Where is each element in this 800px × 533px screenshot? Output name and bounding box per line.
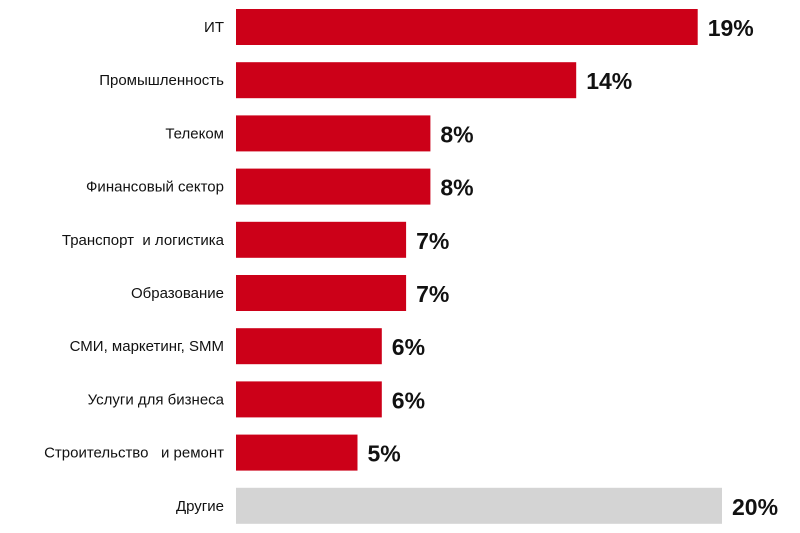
category-label-9: Другие [176, 498, 224, 515]
bars-group [236, 9, 722, 524]
value-label-0: 19% [708, 15, 754, 41]
bar-0 [236, 9, 698, 45]
bar-1 [236, 62, 577, 99]
category-label-3: Финансовый сектор [86, 179, 224, 196]
category-label-8: Строительство и ремонт [44, 445, 224, 462]
value-label-1: 14% [586, 68, 632, 94]
bar-2 [236, 115, 431, 152]
category-label-2: Телеком [165, 125, 224, 142]
value-label-9: 20% [732, 494, 778, 520]
bar-6 [236, 328, 382, 365]
category-label-7: Услуги для бизнеса [88, 391, 225, 408]
value-labels-group: 19% 14% 8% 8% 7% 7% 6% 6% 5% 20% [368, 15, 779, 520]
value-label-3: 8% [440, 175, 473, 201]
category-labels-group: ИТ Промышленность Телеком Финансовый сектор… [44, 19, 225, 515]
bar-5 [236, 275, 407, 311]
value-label-5: 7% [416, 281, 449, 307]
category-label-6: СМИ, маркетинг, SMM [70, 338, 224, 355]
bar-9 [236, 487, 722, 524]
bar-8 [236, 434, 358, 471]
value-label-8: 5% [368, 441, 401, 467]
bar-4 [236, 221, 407, 258]
category-label-4: Транспорт и логистика [62, 232, 225, 249]
category-label-1: Промышленность [99, 72, 224, 89]
value-label-2: 8% [440, 121, 473, 147]
value-label-6: 6% [392, 334, 425, 360]
category-label-5: Образование [131, 285, 224, 302]
bar-3 [236, 168, 431, 205]
bar-7 [236, 381, 382, 418]
category-label-0: ИТ [204, 19, 224, 36]
value-label-4: 7% [416, 228, 449, 254]
value-label-7: 6% [392, 387, 425, 413]
